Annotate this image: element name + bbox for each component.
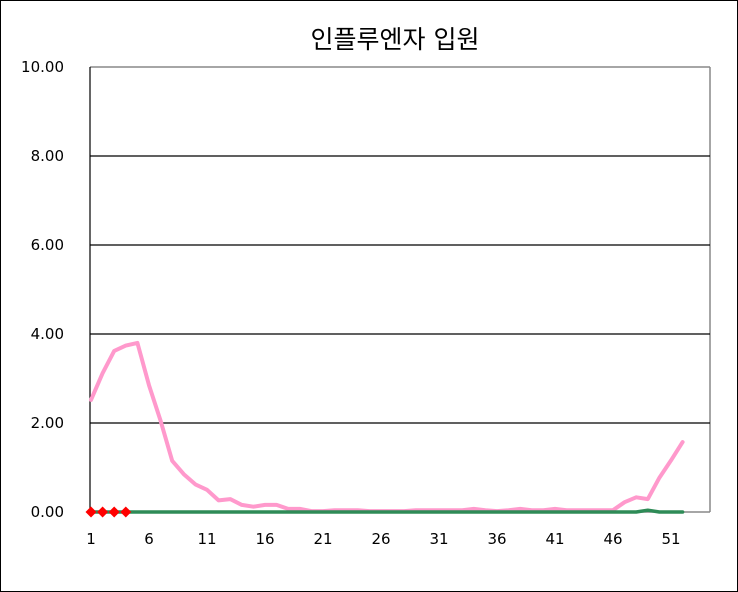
x-tick-label: 26 xyxy=(371,530,390,548)
marker-diamond-point xyxy=(108,506,120,518)
chart-title: 인플루엔자 입원 xyxy=(311,25,480,54)
x-tick-label: 21 xyxy=(313,530,332,548)
x-axis-ticks: 1 6 11 16 21 26 31 36 41 46 51 xyxy=(86,530,680,548)
x-tick-label: 31 xyxy=(429,530,448,548)
x-tick-label: 1 xyxy=(86,530,96,548)
series-group xyxy=(85,340,685,518)
y-tick-label: 0.00 xyxy=(31,503,64,521)
series-line-0 xyxy=(89,340,685,514)
marker-diamond-point xyxy=(85,506,97,518)
x-tick-label: 41 xyxy=(545,530,564,548)
x-tick-label: 16 xyxy=(255,530,274,548)
y-tick-label: 8.00 xyxy=(31,147,64,165)
x-tick-label: 51 xyxy=(661,530,680,548)
x-tick-label: 11 xyxy=(197,530,216,548)
marker-diamond-point xyxy=(120,506,132,518)
x-tick-label: 36 xyxy=(487,530,506,548)
y-tick-label: 10.00 xyxy=(21,58,64,76)
x-tick-label: 6 xyxy=(144,530,154,548)
y-tick-label: 2.00 xyxy=(31,414,64,432)
y-axis-ticks: 0.00 2.00 4.00 6.00 8.00 10.00 xyxy=(21,58,64,521)
x-tick-label: 46 xyxy=(603,530,622,548)
grid-lines xyxy=(89,66,711,513)
y-tick-label: 6.00 xyxy=(31,236,64,254)
y-tick-label: 4.00 xyxy=(31,325,64,343)
marker-diamond-point xyxy=(97,506,109,518)
series-line-1 xyxy=(89,508,685,514)
